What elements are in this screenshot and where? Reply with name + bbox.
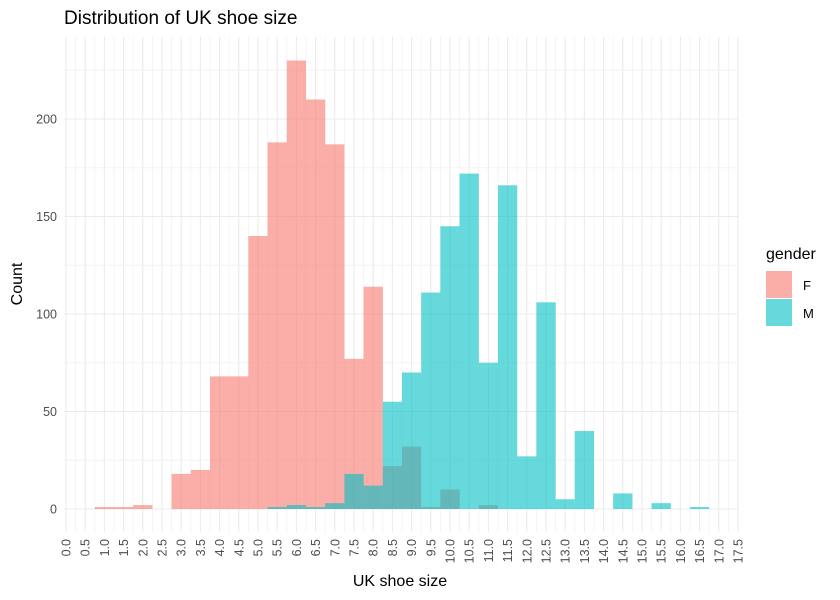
bar-M <box>267 507 287 509</box>
bar-F <box>114 507 134 509</box>
bar-F <box>344 358 364 509</box>
x-tick-label: 14.0 <box>597 539 611 563</box>
y-axis-title: Count <box>9 262 26 305</box>
x-tick-label: 16.5 <box>693 539 707 563</box>
bar-M <box>613 493 633 509</box>
x-tick-label: 0.5 <box>79 539 93 556</box>
x-tick-label: 5.5 <box>271 539 285 556</box>
bar-F <box>94 507 114 509</box>
bar-M <box>574 431 594 509</box>
x-tick-label: 3.0 <box>175 539 189 556</box>
x-axis-title: UK shoe size <box>353 573 447 590</box>
x-tick-label: 17.5 <box>732 539 746 563</box>
y-axis-ticks: 0 50 100 150 200 <box>36 113 57 517</box>
bar-M <box>440 226 460 509</box>
plot-panel <box>64 37 739 532</box>
bar-M <box>306 507 326 509</box>
x-tick-label: 15.0 <box>636 539 650 563</box>
bar-M <box>536 302 556 509</box>
legend-key-F <box>766 271 792 298</box>
legend: gender F M <box>766 246 816 326</box>
x-tick-label: 12.5 <box>540 539 554 563</box>
x-tick-label: 9.5 <box>424 539 438 556</box>
legend-title: gender <box>766 246 816 263</box>
bar-F <box>248 236 268 509</box>
legend-label-F: F <box>803 278 811 293</box>
x-tick-label: 13.5 <box>578 539 592 563</box>
series-M-bars <box>267 173 710 510</box>
bar-F <box>229 376 249 509</box>
y-tick-label: 50 <box>43 405 57 419</box>
bar-F <box>267 142 287 509</box>
bar-F <box>363 286 383 509</box>
bar-M <box>402 372 422 509</box>
x-tick-label: 8.5 <box>386 539 400 556</box>
y-tick-label: 100 <box>36 308 57 322</box>
x-tick-label: 16.0 <box>674 539 688 563</box>
x-tick-label: 5.0 <box>252 539 266 556</box>
x-tick-label: 4.0 <box>213 539 227 556</box>
x-tick-label: 11.5 <box>501 539 515 562</box>
bar-M <box>651 503 671 509</box>
bar-F <box>133 505 153 509</box>
legend-key-M <box>766 299 792 326</box>
bar-F <box>190 470 210 509</box>
x-tick-label: 12.0 <box>520 539 534 563</box>
bar-M <box>555 499 575 509</box>
bar-M <box>459 173 479 509</box>
x-axis-ticks: 0.0 0.5 1.0 1.5 2.0 2.5 3.0 3.5 4.0 4.5 5.0 5.5 6.0 6… <box>60 539 746 563</box>
bar-M <box>325 503 345 509</box>
bar-M <box>690 507 710 509</box>
bar-M <box>478 362 498 509</box>
legend-label-M: M <box>803 306 814 321</box>
bar-M <box>421 292 441 509</box>
x-tick-label: 7.5 <box>348 539 362 556</box>
bar-F <box>286 60 306 509</box>
bar-M <box>517 456 537 509</box>
x-tick-label: 6.0 <box>290 539 304 556</box>
x-tick-label: 3.5 <box>194 539 208 556</box>
bar-M <box>498 185 518 510</box>
bar-M <box>382 401 402 509</box>
x-tick-label: 10.5 <box>463 539 477 563</box>
bar-M <box>286 505 306 509</box>
x-tick-label: 1.5 <box>117 539 131 556</box>
x-tick-label: 2.0 <box>136 539 150 556</box>
x-tick-label: 8.0 <box>367 539 381 556</box>
bar-F <box>210 376 230 509</box>
y-tick-label: 200 <box>36 113 57 127</box>
x-tick-label: 1.0 <box>98 539 112 556</box>
x-tick-label: 4.5 <box>232 539 246 556</box>
chart-title: Distribution of UK shoe size <box>64 8 297 29</box>
x-tick-label: 7.0 <box>328 539 342 556</box>
y-tick-label: 150 <box>36 210 57 224</box>
bar-F <box>171 473 191 509</box>
bar-M <box>344 473 364 509</box>
x-tick-label: 9.0 <box>405 539 419 556</box>
x-tick-label: 10.0 <box>444 539 458 563</box>
bar-F <box>325 144 345 509</box>
x-tick-label: 11.0 <box>482 539 496 562</box>
y-tick-label: 0 <box>50 503 57 517</box>
bar-F <box>306 99 326 509</box>
x-tick-label: 6.5 <box>309 539 323 556</box>
x-tick-label: 17.0 <box>712 539 726 563</box>
x-tick-label: 2.5 <box>156 539 170 556</box>
x-tick-label: 0.0 <box>60 539 74 556</box>
bar-M <box>363 485 383 509</box>
x-tick-label: 14.5 <box>616 539 630 563</box>
x-tick-label: 13.0 <box>559 539 573 563</box>
x-tick-label: 15.5 <box>655 539 669 563</box>
